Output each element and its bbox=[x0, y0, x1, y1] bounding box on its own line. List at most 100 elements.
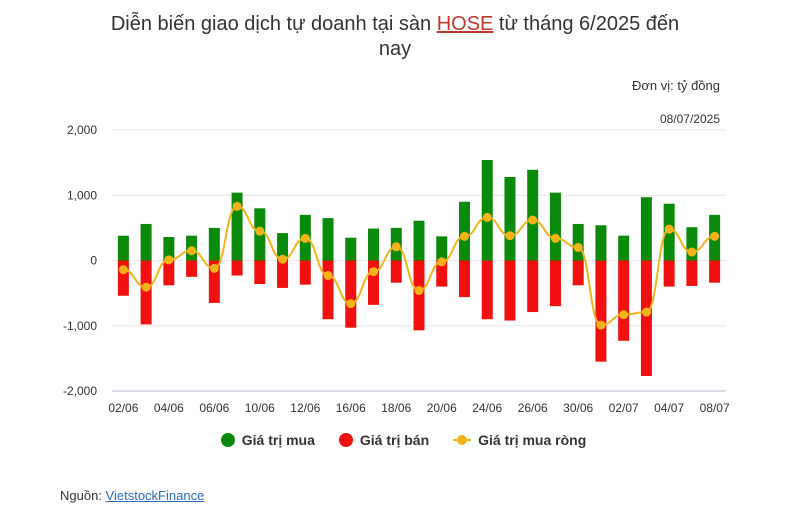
sell-bar[interactable] bbox=[436, 260, 448, 287]
x-tick-label: 20/06 bbox=[427, 401, 457, 415]
net-point[interactable] bbox=[300, 233, 310, 243]
x-tick-label: 18/06 bbox=[381, 401, 411, 415]
y-axis: 2,000 1,000 0 -1,000 -2,000 bbox=[63, 123, 97, 398]
net-point[interactable] bbox=[528, 215, 538, 225]
buy-bar[interactable] bbox=[618, 235, 630, 261]
sell-bar[interactable] bbox=[709, 260, 721, 283]
net-point[interactable] bbox=[209, 263, 219, 273]
net-point[interactable] bbox=[232, 201, 242, 211]
sell-bar[interactable] bbox=[345, 260, 357, 328]
sell-bar[interactable] bbox=[117, 260, 129, 296]
net-point[interactable] bbox=[346, 299, 356, 309]
buy-bar[interactable] bbox=[436, 236, 448, 261]
sell-bar[interactable] bbox=[686, 260, 698, 286]
buy-bar[interactable] bbox=[413, 220, 425, 261]
buy-bar[interactable] bbox=[140, 223, 152, 261]
net-line bbox=[118, 201, 720, 330]
net-point[interactable] bbox=[459, 231, 469, 241]
sell-bar[interactable] bbox=[663, 260, 675, 287]
sell-bar[interactable] bbox=[572, 260, 584, 286]
buy-bar[interactable] bbox=[686, 227, 698, 261]
net-point[interactable] bbox=[187, 246, 197, 256]
sell-bar[interactable] bbox=[231, 260, 243, 276]
sell-bar[interactable] bbox=[640, 260, 652, 376]
net-point[interactable] bbox=[710, 231, 720, 241]
sell-bar[interactable] bbox=[618, 260, 630, 341]
sell-bar[interactable] bbox=[299, 260, 311, 285]
x-axis: 02/06 04/06 06/06 10/06 12/06 16/06 18/06 20/06… bbox=[108, 401, 730, 415]
source-label: Nguồn: bbox=[60, 488, 106, 503]
net-point[interactable] bbox=[278, 254, 288, 264]
bar-line-chart: 2,000 1,000 0 -1,000 -2,000 02/06 04/06 06/06 1… bbox=[63, 123, 730, 415]
buy-bar[interactable] bbox=[527, 169, 539, 261]
x-tick-label: 08/07 bbox=[700, 401, 730, 415]
source-link[interactable]: VietstockFinance bbox=[105, 488, 205, 503]
net-point[interactable] bbox=[573, 242, 583, 252]
net-point[interactable] bbox=[505, 231, 515, 241]
sell-bar[interactable] bbox=[322, 260, 334, 320]
legend-net-label: Giá trị mua ròng bbox=[478, 432, 587, 448]
net-point[interactable] bbox=[164, 255, 174, 265]
net-point[interactable] bbox=[619, 310, 629, 320]
unit-label: Đơn vị: tỷ đồng bbox=[631, 78, 720, 93]
legend-item-buy[interactable]: Giá trị mua bbox=[220, 432, 315, 448]
legend-item-sell[interactable]: Giá trị bán bbox=[338, 432, 429, 448]
buy-bar[interactable] bbox=[572, 223, 584, 261]
buy-bar[interactable] bbox=[231, 192, 243, 261]
net-point[interactable] bbox=[641, 307, 651, 317]
sell-bar[interactable] bbox=[163, 260, 175, 286]
title-text-2: từ tháng 6/2025 đến nay bbox=[378, 13, 680, 60]
net-point[interactable] bbox=[255, 226, 265, 236]
legend-buy-label: Giá trị mua bbox=[241, 432, 315, 448]
title-highlight-link[interactable]: HOSE bbox=[436, 13, 494, 35]
x-tick-label: 04/06 bbox=[154, 401, 184, 415]
buy-bar[interactable] bbox=[345, 237, 357, 261]
sell-bar[interactable] bbox=[481, 260, 493, 320]
net-point[interactable] bbox=[437, 257, 447, 267]
net-point[interactable] bbox=[596, 320, 606, 330]
sell-bar[interactable] bbox=[368, 260, 380, 305]
sell-bar[interactable] bbox=[254, 260, 266, 284]
buy-bar[interactable] bbox=[481, 160, 493, 261]
sell-bar[interactable] bbox=[208, 260, 220, 303]
buy-bar[interactable] bbox=[277, 233, 289, 261]
sell-bar[interactable] bbox=[413, 260, 425, 331]
buy-bar[interactable] bbox=[208, 227, 220, 261]
net-point[interactable] bbox=[414, 286, 424, 296]
buy-bar[interactable] bbox=[549, 192, 561, 261]
legend-sell-symbol bbox=[338, 433, 353, 447]
net-point[interactable] bbox=[323, 271, 333, 281]
y-tick-label: -1,000 bbox=[63, 319, 97, 333]
net-point[interactable] bbox=[391, 242, 401, 252]
sell-bar[interactable] bbox=[549, 260, 561, 307]
sell-bar[interactable] bbox=[390, 260, 402, 283]
x-tick-label: 10/06 bbox=[245, 401, 275, 415]
buy-bar[interactable] bbox=[595, 225, 607, 261]
buy-bar[interactable] bbox=[322, 218, 334, 261]
buy-bar[interactable] bbox=[504, 176, 516, 261]
net-point[interactable] bbox=[369, 267, 379, 277]
legend-item-net[interactable]: Giá trị mua ròng bbox=[453, 432, 586, 448]
sell-bar[interactable] bbox=[504, 260, 516, 321]
sell-bar[interactable] bbox=[277, 260, 289, 288]
buy-bar[interactable] bbox=[640, 197, 652, 261]
net-point[interactable] bbox=[141, 282, 151, 292]
sell-bar[interactable] bbox=[458, 260, 470, 298]
sell-bar[interactable] bbox=[140, 260, 152, 325]
sell-bar[interactable] bbox=[527, 260, 539, 313]
buy-bar[interactable] bbox=[368, 228, 380, 261]
net-point[interactable] bbox=[550, 233, 560, 243]
buy-bar[interactable] bbox=[163, 237, 175, 261]
net-point[interactable] bbox=[482, 212, 492, 222]
net-point[interactable] bbox=[118, 265, 128, 275]
chart-title: Diễn biến giao dịch tự doanh tại sàn HOS… bbox=[95, 12, 695, 62]
y-tick-label: 2,000 bbox=[67, 123, 97, 137]
net-point[interactable] bbox=[687, 247, 697, 257]
x-tick-label: 24/06 bbox=[472, 401, 502, 415]
bars bbox=[117, 160, 721, 376]
buy-bar[interactable] bbox=[458, 201, 470, 261]
sell-bar[interactable] bbox=[595, 260, 607, 362]
buy-bar[interactable] bbox=[117, 235, 129, 261]
net-point[interactable] bbox=[664, 224, 674, 234]
sell-bar[interactable] bbox=[186, 260, 198, 277]
